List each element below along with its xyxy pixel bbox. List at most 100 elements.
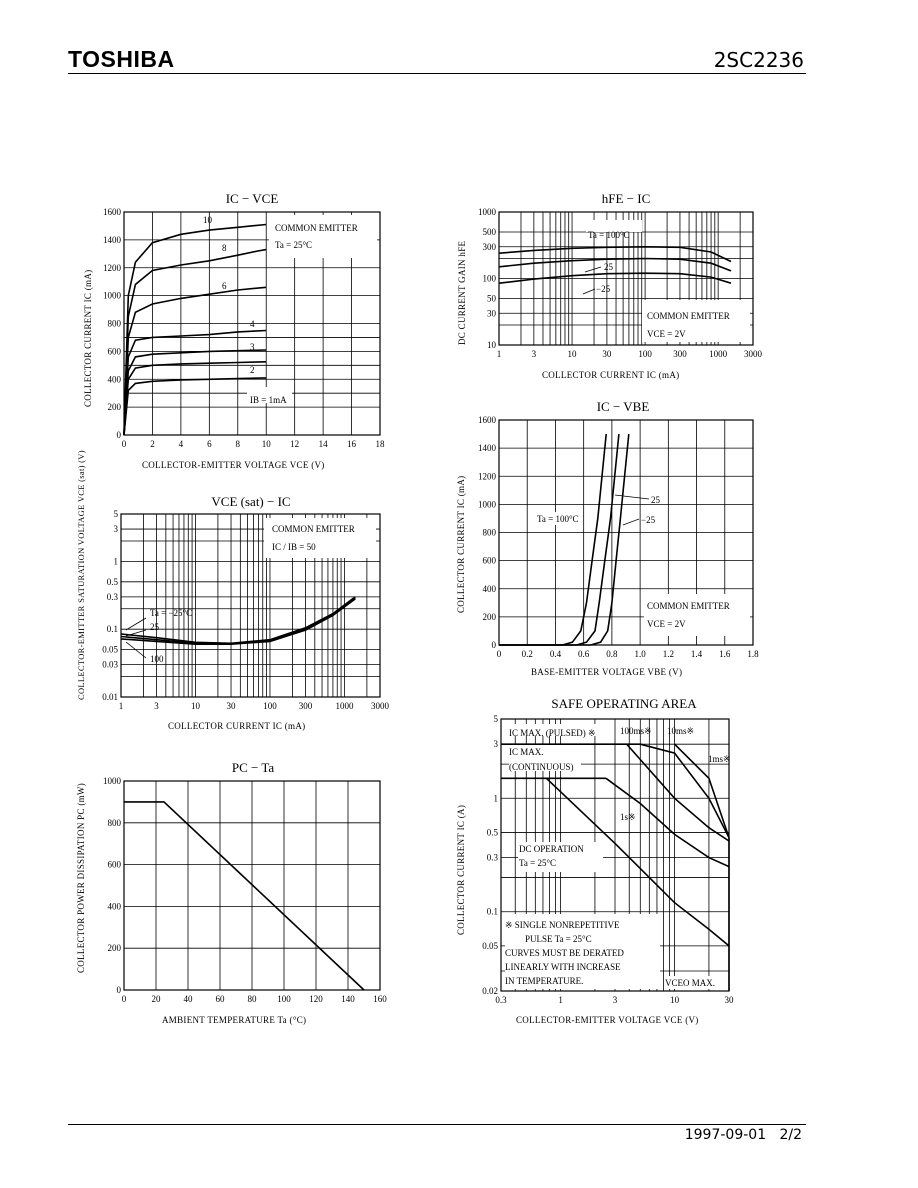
chart-pc-ta: PC − Ta 0 20 40 60 80 100 120 140 160 0 200 400 600 8…: [76, 760, 387, 1025]
curve-label-ta-100: Ta = 100°C: [537, 514, 579, 524]
annotation-common-emitter: COMMON EMITTER: [275, 223, 358, 233]
curve-label-3: 3: [250, 342, 255, 352]
y-tick-label: 100: [483, 274, 497, 284]
y-tick-label: 400: [108, 374, 122, 384]
x-tick-label: 30: [725, 995, 735, 1005]
annotation-background: [644, 594, 750, 636]
soa-annotation-11: CURVES MUST BE DERATED: [505, 948, 624, 958]
x-tick-label: 20: [152, 994, 162, 1004]
y-tick-label: 300: [483, 242, 497, 252]
x-tick-label: 0: [497, 649, 502, 659]
footer-date: 1997-09-01: [684, 1127, 767, 1143]
x-tick-label: 10: [568, 349, 578, 359]
y-axis-label: COLLECTOR CURRENT IC (mA): [456, 476, 466, 613]
x-tick-label: 3: [532, 349, 537, 359]
annotation-background: [269, 215, 377, 258]
y-tick-label: 50: [487, 294, 497, 304]
x-axis-label: COLLECTOR CURRENT IC (mA): [168, 721, 305, 731]
footer-page: 2/2: [779, 1127, 802, 1143]
annotation-background: [264, 518, 376, 558]
chart-title: PC − Ta: [232, 760, 275, 775]
leader-line: [582, 288, 596, 295]
x-tick-label: 140: [341, 994, 355, 1004]
x-tick-label: 0.2: [522, 649, 533, 659]
x-tick-label: 1: [119, 701, 124, 711]
x-tick-label: 30: [227, 701, 237, 711]
x-tick-label: 100: [277, 994, 291, 1004]
y-tick-label: 1400: [103, 235, 122, 245]
x-axis-label: BASE-EMITTER VOLTAGE VBE (V): [531, 667, 682, 677]
chart-title: VCE (sat) − IC: [211, 494, 290, 509]
plot-frame: [498, 419, 754, 646]
soa-annotation-0: IC MAX. (PULSED) ※: [509, 728, 596, 738]
curve-label-minus25: −25: [596, 284, 611, 294]
y-tick-label: 0.02: [482, 986, 498, 996]
annotation-vce: VCE = 2V: [647, 329, 686, 339]
series-line-5: [605, 777, 730, 868]
y-tick-label: 1000: [103, 776, 122, 786]
series-line-5: [123, 361, 267, 436]
y-tick-label: 0: [117, 985, 122, 995]
annotation-background: [509, 724, 604, 736]
y-tick-label: 800: [108, 818, 122, 828]
y-tick-label: 10: [487, 340, 497, 350]
leader-line: [622, 518, 640, 526]
y-tick-label: 0.1: [107, 624, 118, 634]
plot-frame: [123, 780, 381, 991]
annotation-background: [247, 387, 292, 403]
curve-label-minus25: −25: [641, 515, 656, 525]
y-tick-label: 5: [494, 714, 499, 724]
y-tick-label: 1000: [478, 499, 497, 509]
curve-label-10: 10: [203, 215, 213, 225]
y-tick-label: 1400: [478, 443, 497, 453]
x-tick-label: 60: [216, 994, 226, 1004]
annotation-background: [531, 512, 581, 525]
soa-annotation-3: IC MAX.: [509, 747, 544, 757]
x-tick-label: 10: [670, 995, 680, 1005]
x-tick-label: 40: [184, 994, 194, 1004]
series-line-6: [123, 377, 267, 436]
series-line-2: [498, 272, 732, 284]
x-tick-label: 0.8: [606, 649, 618, 659]
part-number: 2SC2236: [713, 48, 804, 72]
soa-annotation-5: 1ms※: [708, 754, 731, 764]
y-tick-label: 3: [494, 739, 499, 749]
y-tick-label: 500: [483, 227, 497, 237]
curve-label-8: 8: [222, 243, 227, 253]
x-tick-label: 80: [248, 994, 258, 1004]
x-tick-label: 3: [154, 701, 159, 711]
footer-text: 1997-09-01 2/2: [685, 1127, 802, 1143]
y-tick-label: 0.05: [102, 645, 118, 655]
series-line-2: [640, 743, 730, 838]
curve-label-2: 2: [250, 365, 255, 375]
y-tick-label: 5: [114, 509, 119, 519]
x-axis-label: COLLECTOR CURRENT IC (mA): [542, 370, 679, 380]
y-tick-label: 400: [108, 901, 122, 911]
y-tick-label: 0.5: [107, 577, 119, 587]
x-tick-label: 8: [236, 439, 241, 449]
y-tick-label: 200: [483, 612, 497, 622]
leader-line: [125, 617, 147, 631]
y-tick-label: 0: [492, 640, 497, 650]
series-line-2: [120, 598, 356, 645]
series-line-4: [123, 349, 267, 436]
chart-title: hFE − IC: [602, 191, 651, 206]
soa-annotation-9: ※ SINGLE NONREPETITIVE: [505, 920, 620, 930]
y-tick-label: 1600: [103, 207, 122, 217]
y-tick-label: 1: [114, 556, 119, 566]
x-tick-label: 1.4: [691, 649, 703, 659]
curve-label-100: 100: [150, 654, 164, 664]
soa-annotation-12: LINEARLY WITH INCREASE: [505, 962, 621, 972]
y-tick-label: 0.3: [487, 853, 499, 863]
x-axis-label: COLLECTOR-EMITTER VOLTAGE VCE (V): [142, 460, 325, 470]
y-tick-label: 200: [108, 943, 122, 953]
annotation-vce: VCE = 2V: [647, 619, 686, 629]
chart-title: IC − VBE: [597, 399, 650, 414]
x-tick-label: 16: [347, 439, 357, 449]
y-tick-label: 1200: [478, 471, 497, 481]
y-axis-label: COLLECTOR-EMITTER SATURATION VOLTAGE VCE…: [76, 450, 86, 700]
series-line-2: [123, 286, 267, 436]
y-tick-label: 1200: [103, 263, 122, 273]
y-tick-label: 1600: [478, 415, 497, 425]
x-tick-label: 30: [602, 349, 612, 359]
